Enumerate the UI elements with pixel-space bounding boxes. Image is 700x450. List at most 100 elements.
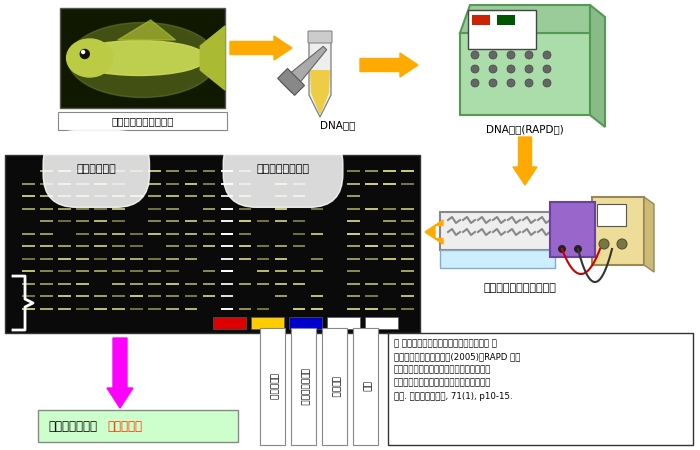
FancyBboxPatch shape [311,258,323,260]
FancyBboxPatch shape [468,10,536,49]
FancyBboxPatch shape [94,183,107,184]
FancyBboxPatch shape [22,296,35,297]
FancyBboxPatch shape [167,270,179,272]
FancyBboxPatch shape [22,308,35,310]
FancyBboxPatch shape [220,270,233,272]
FancyBboxPatch shape [167,233,179,235]
FancyBboxPatch shape [130,308,143,310]
FancyBboxPatch shape [58,195,71,197]
FancyBboxPatch shape [347,233,360,235]
FancyBboxPatch shape [383,170,395,172]
FancyBboxPatch shape [40,220,52,222]
Circle shape [558,245,566,253]
Polygon shape [460,5,590,33]
Circle shape [471,65,479,73]
Circle shape [471,79,479,87]
FancyBboxPatch shape [185,283,197,285]
FancyBboxPatch shape [40,233,52,235]
Circle shape [543,79,551,87]
FancyBboxPatch shape [148,195,161,197]
FancyBboxPatch shape [76,245,89,247]
FancyBboxPatch shape [130,296,143,297]
FancyBboxPatch shape [293,195,305,197]
FancyBboxPatch shape [130,283,143,285]
FancyBboxPatch shape [383,258,395,260]
FancyBboxPatch shape [257,283,270,285]
Polygon shape [310,70,330,115]
FancyBboxPatch shape [347,183,360,184]
FancyBboxPatch shape [202,220,215,222]
FancyBboxPatch shape [440,250,555,268]
FancyBboxPatch shape [308,31,332,43]
FancyBboxPatch shape [257,245,270,247]
FancyBboxPatch shape [58,112,227,130]
FancyBboxPatch shape [275,183,288,184]
FancyBboxPatch shape [311,270,323,272]
Text: 分析サンプル: 分析サンプル [76,164,116,174]
FancyBboxPatch shape [213,317,246,329]
FancyBboxPatch shape [275,220,288,222]
FancyBboxPatch shape [401,258,414,260]
FancyBboxPatch shape [5,155,420,333]
FancyBboxPatch shape [60,8,225,108]
FancyBboxPatch shape [326,317,360,329]
FancyBboxPatch shape [311,296,323,297]
FancyBboxPatch shape [257,308,270,310]
FancyBboxPatch shape [130,245,143,247]
FancyBboxPatch shape [220,195,233,197]
FancyBboxPatch shape [113,245,125,247]
FancyBboxPatch shape [113,207,125,210]
Polygon shape [360,53,418,77]
Ellipse shape [66,39,113,77]
FancyBboxPatch shape [460,33,590,115]
FancyBboxPatch shape [401,183,414,184]
Polygon shape [590,5,605,127]
FancyBboxPatch shape [185,258,197,260]
Polygon shape [281,46,327,93]
FancyBboxPatch shape [293,245,305,247]
Text: ニゴロブナ: ニゴロブナ [268,373,277,400]
FancyBboxPatch shape [401,220,414,222]
FancyBboxPatch shape [22,283,35,285]
FancyBboxPatch shape [130,233,143,235]
FancyBboxPatch shape [76,258,89,260]
FancyBboxPatch shape [22,233,35,235]
FancyBboxPatch shape [113,170,125,172]
FancyBboxPatch shape [76,207,89,210]
FancyBboxPatch shape [167,183,179,184]
FancyBboxPatch shape [94,207,107,210]
FancyBboxPatch shape [58,207,71,210]
FancyBboxPatch shape [220,296,233,297]
FancyBboxPatch shape [239,258,251,260]
FancyBboxPatch shape [22,195,35,197]
FancyBboxPatch shape [167,283,179,285]
FancyBboxPatch shape [185,195,197,197]
Text: 種名不明のフナ属仔魚: 種名不明のフナ属仔魚 [111,116,174,126]
FancyBboxPatch shape [220,283,233,285]
Polygon shape [278,68,304,95]
Circle shape [507,79,515,87]
FancyBboxPatch shape [58,170,71,172]
FancyBboxPatch shape [311,207,323,210]
FancyBboxPatch shape [22,183,35,184]
FancyBboxPatch shape [220,220,233,222]
FancyBboxPatch shape [40,270,52,272]
FancyBboxPatch shape [94,233,107,235]
FancyBboxPatch shape [347,296,360,297]
FancyBboxPatch shape [113,283,125,285]
Circle shape [507,51,515,59]
FancyBboxPatch shape [288,317,321,329]
FancyBboxPatch shape [365,170,377,172]
FancyBboxPatch shape [76,170,89,172]
FancyBboxPatch shape [275,283,288,285]
Circle shape [80,50,90,58]
FancyBboxPatch shape [76,270,89,272]
FancyBboxPatch shape [275,296,288,297]
FancyBboxPatch shape [365,207,377,210]
FancyBboxPatch shape [58,283,71,285]
Text: 【 分析方法は以下の文献に従っています 】
鈴木・永野・小林・上野(2005)　RAPD 分析
による琵琶湖産フナ属魚類の種・亜種判別
およびヨシ帯に出現するフ: 【 分析方法は以下の文献に従っています 】 鈴木・永野・小林・上野(2005) … [394,339,520,401]
Text: ニゴロブナ: ニゴロブナ [108,419,143,432]
FancyBboxPatch shape [167,170,179,172]
FancyBboxPatch shape [76,296,89,297]
Circle shape [543,51,551,59]
